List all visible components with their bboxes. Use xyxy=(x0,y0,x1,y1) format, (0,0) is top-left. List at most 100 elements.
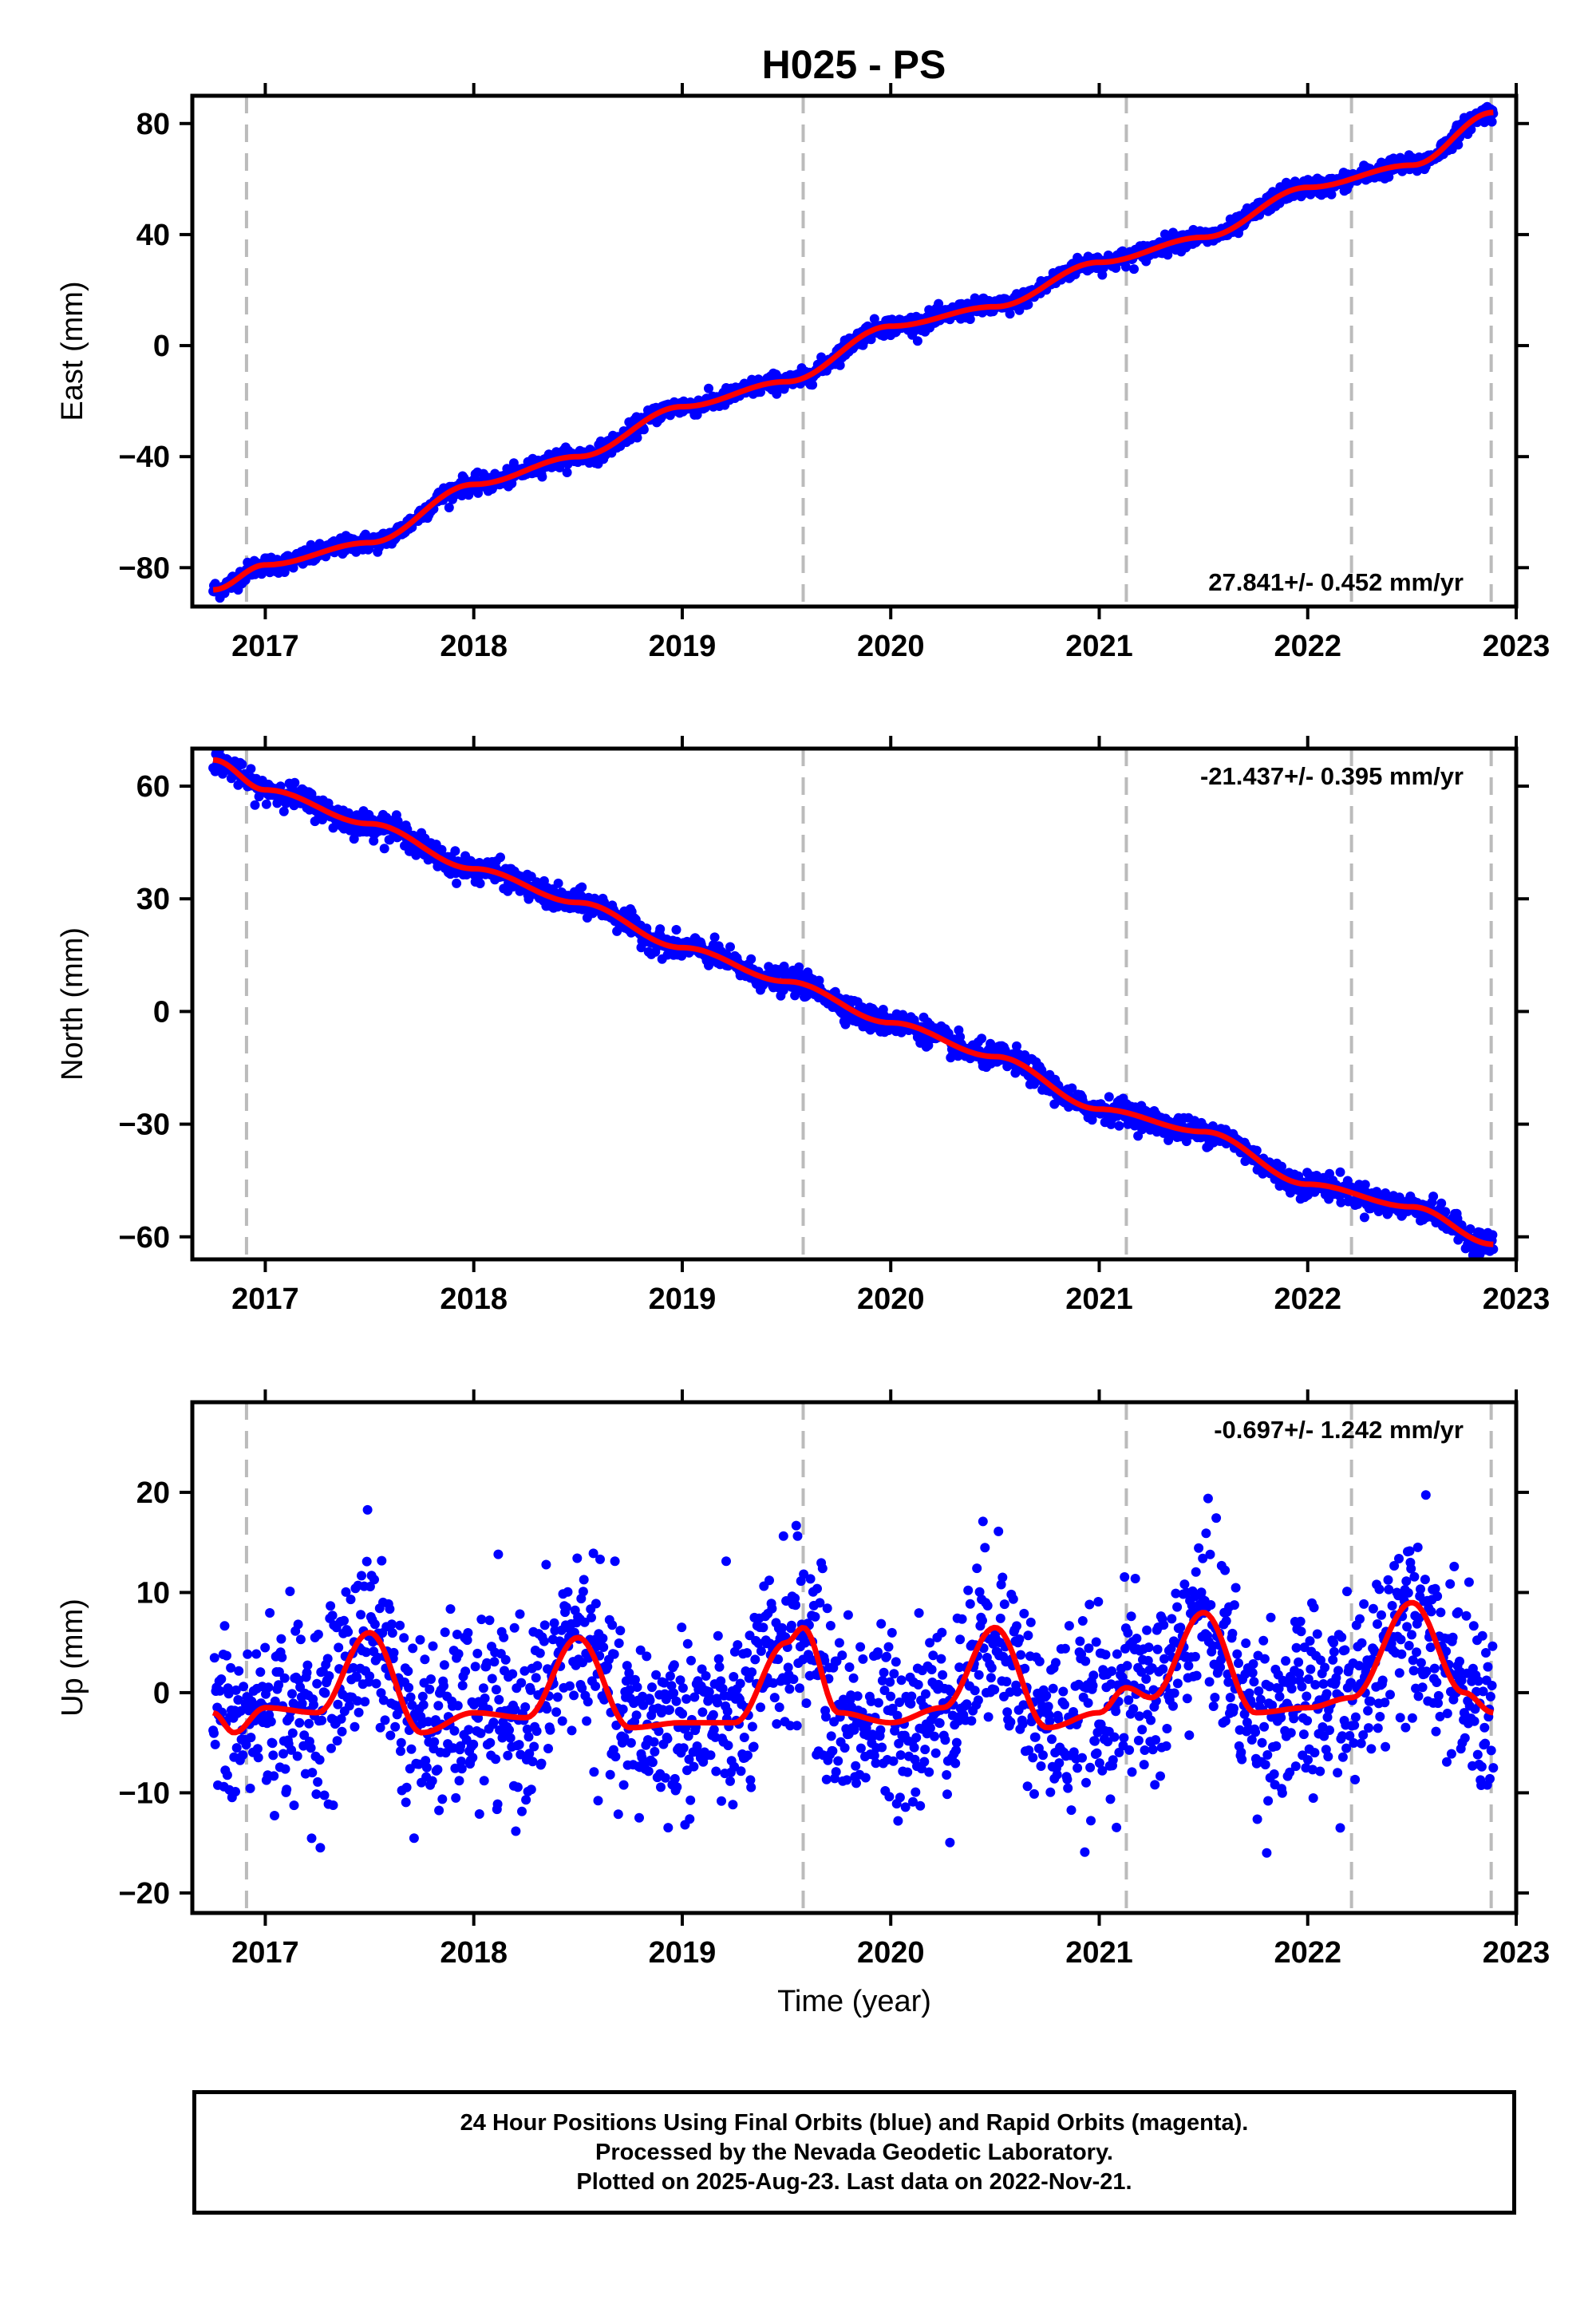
up-point xyxy=(593,1796,603,1806)
up-point xyxy=(721,1556,731,1567)
up-point xyxy=(937,1627,947,1638)
up-point xyxy=(456,1764,467,1774)
up-point xyxy=(876,1618,887,1629)
up-point xyxy=(343,1626,354,1637)
up-point xyxy=(678,1709,688,1719)
north-point xyxy=(553,878,563,888)
north-rate-label: -21.437+/- 0.395 mm/yr xyxy=(1200,762,1464,790)
up-point xyxy=(287,1728,298,1738)
up-point xyxy=(478,1683,488,1694)
up-point xyxy=(769,1693,780,1703)
up-point xyxy=(536,1758,547,1769)
up-point xyxy=(920,1745,930,1755)
up-point xyxy=(543,1744,553,1753)
up-point xyxy=(602,1662,613,1672)
up-point xyxy=(879,1686,890,1695)
up-point xyxy=(476,1728,486,1738)
up-point xyxy=(911,1733,922,1743)
east-point xyxy=(912,336,922,346)
up-point xyxy=(226,1662,236,1673)
up-point xyxy=(274,1667,284,1677)
east-point xyxy=(632,433,642,443)
up-point xyxy=(786,1620,796,1630)
east-point xyxy=(444,503,454,512)
up-point xyxy=(354,1707,364,1717)
up-point xyxy=(791,1600,800,1611)
up-point xyxy=(930,1731,939,1741)
north-point xyxy=(1360,1180,1370,1190)
up-point xyxy=(409,1833,419,1844)
up-point xyxy=(434,1805,444,1816)
up-point xyxy=(791,1520,801,1531)
up-point xyxy=(821,1712,831,1722)
up-point xyxy=(685,1814,695,1824)
up-point xyxy=(406,1744,417,1754)
up-point xyxy=(756,1646,766,1656)
up-point xyxy=(599,1694,610,1705)
east-ylabel: East (mm) xyxy=(56,281,89,421)
up-point xyxy=(717,1683,728,1694)
up-point xyxy=(642,1651,652,1662)
up-point xyxy=(589,1767,599,1777)
up-point xyxy=(618,1704,628,1714)
north-point xyxy=(279,806,289,816)
up-point xyxy=(314,1755,325,1765)
up-point xyxy=(873,1697,883,1708)
up-point xyxy=(426,1674,436,1684)
up-point xyxy=(315,1843,326,1853)
up-point xyxy=(919,1757,930,1767)
up-point xyxy=(307,1768,318,1778)
up-point xyxy=(817,1563,828,1574)
east-point xyxy=(692,409,702,420)
up-point xyxy=(279,1673,290,1683)
up-point xyxy=(875,1725,886,1735)
up-point xyxy=(445,1604,456,1614)
up-point xyxy=(514,1740,524,1750)
up-point xyxy=(286,1745,297,1755)
up-point xyxy=(238,1750,248,1761)
up-point xyxy=(239,1682,249,1692)
up-point xyxy=(697,1707,708,1717)
north-point xyxy=(250,800,260,810)
up-point xyxy=(306,1743,316,1753)
up-point xyxy=(539,1620,550,1630)
up-point xyxy=(774,1702,784,1713)
up-point xyxy=(591,1681,601,1691)
up-point xyxy=(728,1800,738,1810)
up-point xyxy=(289,1800,299,1811)
figure-title: H025 - PS xyxy=(762,42,946,87)
up-point xyxy=(677,1622,687,1633)
north-point xyxy=(1104,1092,1114,1102)
up-point xyxy=(390,1721,401,1732)
up-point xyxy=(800,1638,810,1648)
up-point xyxy=(656,1782,666,1792)
up-point xyxy=(529,1741,539,1752)
up-point xyxy=(489,1657,500,1667)
up-point xyxy=(399,1633,409,1643)
up-point xyxy=(233,1695,243,1705)
up-point xyxy=(831,1767,841,1777)
east-point xyxy=(288,563,298,573)
north-point xyxy=(450,846,460,856)
up-point xyxy=(855,1642,866,1652)
up-point xyxy=(598,1633,608,1643)
up-point xyxy=(895,1750,906,1761)
up-point xyxy=(535,1648,545,1658)
up-point xyxy=(851,1778,861,1788)
up-point xyxy=(605,1769,615,1780)
up-point xyxy=(428,1641,438,1651)
up-point xyxy=(279,1749,288,1759)
up-point xyxy=(231,1787,240,1796)
up-point xyxy=(222,1770,232,1780)
up-point xyxy=(252,1744,263,1754)
up-point xyxy=(615,1626,626,1636)
up-point xyxy=(785,1721,796,1731)
north-point xyxy=(237,759,247,769)
up-point xyxy=(705,1694,715,1704)
north-point xyxy=(779,961,789,971)
up-point xyxy=(873,1647,883,1658)
up-point xyxy=(302,1660,313,1670)
up-point xyxy=(745,1775,756,1785)
north-point xyxy=(1067,1083,1077,1093)
up-point xyxy=(293,1619,303,1630)
